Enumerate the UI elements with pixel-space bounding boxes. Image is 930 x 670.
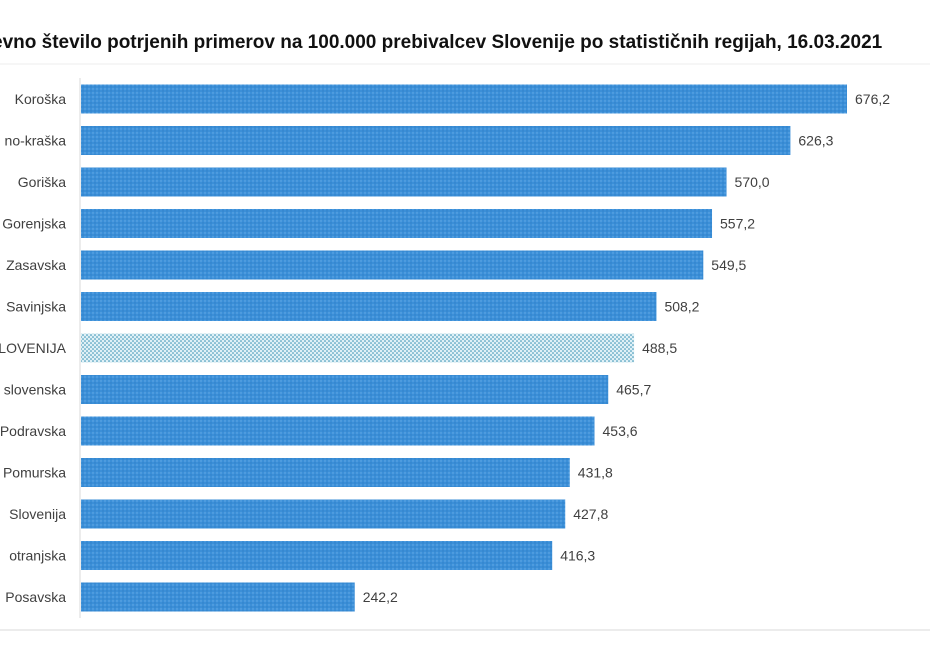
value-label: 453,6	[603, 423, 638, 439]
category-label: no-kraška	[5, 133, 67, 149]
value-label: 488,5	[642, 340, 677, 356]
value-label: 570,0	[735, 174, 770, 190]
category-label: LOVENIJA	[0, 340, 67, 356]
bar-6	[81, 292, 657, 321]
value-label: 465,7	[616, 382, 651, 398]
bar-11	[81, 499, 566, 529]
bar-13	[81, 582, 355, 612]
bar-1	[81, 84, 847, 114]
value-label: 676,2	[855, 91, 890, 107]
category-label: Pomurska	[3, 465, 66, 481]
category-label: Posavska	[5, 589, 66, 605]
value-label: 242,2	[363, 589, 398, 605]
chart-title: evno število potrjenih primerov na 100.0…	[0, 32, 883, 53]
bar-8	[81, 375, 609, 404]
value-label: 626,3	[798, 133, 833, 149]
value-label: 427,8	[573, 506, 608, 522]
value-label: 431,8	[578, 465, 613, 481]
category-label: Koroška	[15, 91, 67, 107]
plot-area: Koroška 676,2 no-kraška 626,3 Goriška 570,0 Go…	[0, 78, 890, 618]
value-label: 549,5	[711, 257, 746, 273]
category-label: Zasavska	[6, 257, 66, 273]
category-label: Savinjska	[6, 299, 66, 315]
bar-5	[81, 250, 704, 280]
category-label: Gorenjska	[2, 216, 66, 232]
value-label: 508,2	[664, 299, 699, 315]
bar-10	[81, 458, 570, 487]
bar-2	[81, 126, 791, 155]
category-label: otranjska	[9, 548, 66, 564]
bar-3	[81, 167, 727, 197]
value-label: 416,3	[560, 548, 595, 564]
category-label: Slovenija	[9, 506, 66, 522]
value-label: 557,2	[720, 216, 755, 232]
bar-9	[81, 416, 595, 446]
bar-12	[81, 541, 553, 570]
category-label: slovenska	[4, 382, 66, 398]
bar-4	[81, 209, 713, 238]
bar-7	[81, 333, 635, 363]
category-label: Podravska	[0, 423, 66, 439]
category-label: Goriška	[18, 174, 66, 190]
